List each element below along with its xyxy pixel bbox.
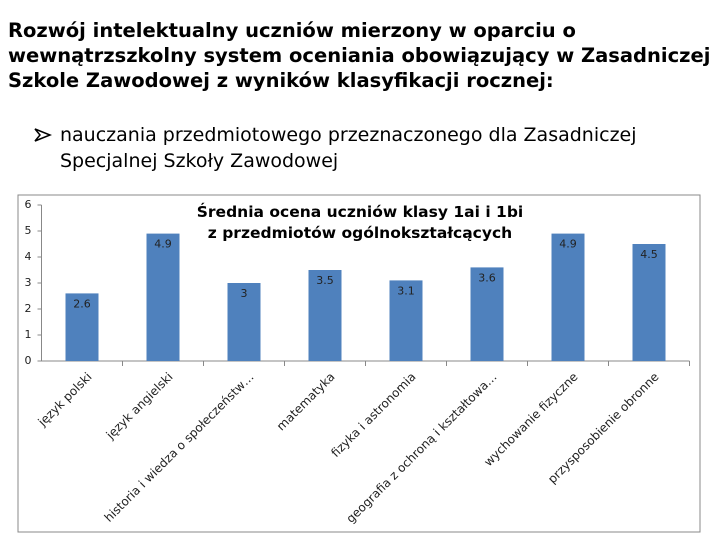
y-tick-label: 0 bbox=[25, 354, 32, 367]
y-tick-label: 6 bbox=[25, 198, 32, 211]
value-label: 3.5 bbox=[316, 274, 334, 287]
x-tick-label: matematyka bbox=[274, 370, 338, 434]
x-tick-label: geografia z ochroną i kształtowa… bbox=[344, 370, 500, 526]
value-label: 4.9 bbox=[559, 238, 577, 251]
value-label: 3 bbox=[241, 287, 248, 300]
y-tick-label: 1 bbox=[25, 328, 32, 341]
bar bbox=[65, 293, 99, 361]
bar bbox=[551, 233, 585, 361]
y-tick-label: 2 bbox=[25, 302, 32, 315]
y-tick-label: 3 bbox=[25, 276, 32, 289]
chart-title: Średnia ocena uczniów klasy 1ai i 1bi z … bbox=[196, 203, 524, 242]
page-title: Rozwój intelektualny uczniów mierzony w … bbox=[8, 19, 711, 92]
bar bbox=[227, 283, 261, 361]
bar bbox=[308, 270, 342, 361]
bar bbox=[389, 280, 423, 361]
y-tick-label: 5 bbox=[25, 224, 32, 237]
value-label: 4.9 bbox=[154, 238, 172, 251]
x-tick-label: historia i wiedza o społeczeństw… bbox=[102, 370, 257, 525]
bar bbox=[470, 267, 504, 361]
bullet-icon bbox=[34, 128, 52, 142]
x-tick-label: język angielski bbox=[103, 370, 176, 443]
bullet-text: nauczania przedmiotowego przeznaczonego … bbox=[60, 124, 637, 172]
chart-frame bbox=[17, 194, 701, 533]
y-tick-label: 4 bbox=[25, 250, 32, 263]
value-label: 2.6 bbox=[73, 297, 91, 310]
x-tick-label: język polski bbox=[35, 370, 95, 430]
value-label: 3.6 bbox=[478, 271, 496, 284]
x-tick-label: wychowanie fizyczne bbox=[481, 370, 580, 469]
x-tick-label: fizyka i astronomia bbox=[328, 370, 418, 460]
bar bbox=[146, 233, 180, 361]
value-label: 3.1 bbox=[397, 284, 415, 297]
value-label: 4.5 bbox=[640, 248, 658, 261]
bar bbox=[632, 244, 666, 361]
